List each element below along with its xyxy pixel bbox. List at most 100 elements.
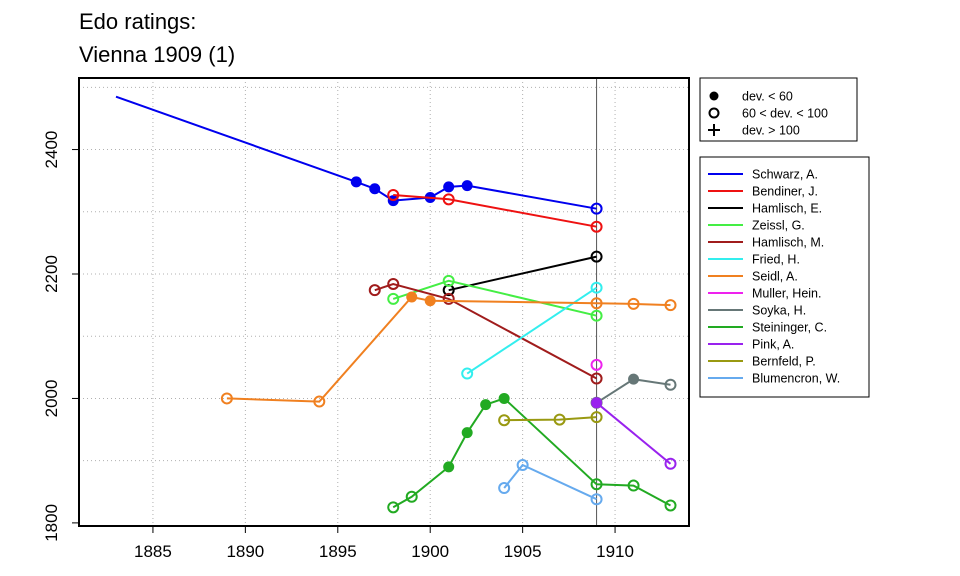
data-point <box>406 291 418 303</box>
legend-entry-label: Hamlisch, M. <box>752 236 824 250</box>
y-tick-label: 2200 <box>42 255 61 293</box>
data-point <box>590 309 603 322</box>
series-line-bendiner-j <box>393 194 597 228</box>
legend-entry-label: Pink, A. <box>752 338 794 352</box>
legend-entry-label: Fried, H. <box>752 253 800 267</box>
marker-legend: dev. < 60 60 < dev. < 100 dev. > 100 <box>699 77 858 142</box>
data-point <box>627 479 640 492</box>
data-point <box>461 367 474 380</box>
series-fried-h <box>461 281 603 380</box>
data-point <box>590 297 603 310</box>
series-line-hamlisch-e <box>448 255 597 292</box>
data-point <box>387 292 400 305</box>
x-tick-label: 1885 <box>134 542 172 561</box>
data-point <box>443 461 455 473</box>
data-point <box>387 501 400 514</box>
series-legend: Schwarz, A. Bendiner, J. Hamlisch, E. Zeiss… <box>699 156 870 398</box>
series-line-hamlisch-m <box>374 282 598 380</box>
x-tick-label: 1900 <box>411 542 449 561</box>
series-group <box>115 95 677 514</box>
data-point <box>590 202 603 215</box>
series-blumencron-w <box>498 459 603 506</box>
marker-legend-box <box>699 77 858 142</box>
x-tick-label: 1910 <box>596 542 634 561</box>
data-point <box>590 281 603 294</box>
legend-entry-label: Hamlisch, E. <box>752 202 822 216</box>
legend-entry-label: Blumencron, W. <box>752 372 840 386</box>
chart-title-line-2: Vienna 1909 (1) <box>79 42 235 67</box>
series-line-zeissl-g <box>392 279 597 317</box>
data-point <box>442 292 455 305</box>
data-point <box>590 372 603 385</box>
series-line-blumencron-w <box>503 463 598 501</box>
y-tick-label: 1800 <box>42 504 61 542</box>
grid <box>79 78 689 526</box>
marker-legend-label: dev. > 100 <box>742 124 800 138</box>
series-steininger-c <box>387 392 677 514</box>
data-point <box>498 414 511 427</box>
series-seidl-a <box>220 291 677 408</box>
data-point <box>628 373 640 385</box>
data-point <box>664 499 677 512</box>
series-soyka-h <box>590 373 677 409</box>
chart-title-line-1: Edo ratings: <box>79 9 196 34</box>
data-point <box>461 180 473 192</box>
series-muller-hein <box>590 358 603 371</box>
series-line-schwarz-a <box>115 95 597 210</box>
data-point <box>442 193 455 206</box>
marker-legend-label: dev. < 60 <box>742 90 793 104</box>
series-bernfeld-p <box>498 411 603 427</box>
data-point <box>627 297 640 310</box>
legend-entry-label: Bendiner, J. <box>752 185 818 199</box>
data-point <box>590 220 603 233</box>
data-point <box>498 392 510 404</box>
series-schwarz-a <box>115 95 603 215</box>
data-point <box>461 427 473 439</box>
series-hamlisch-m <box>368 277 603 385</box>
filled-circle-icon <box>709 91 719 101</box>
data-point <box>664 299 677 312</box>
data-point <box>591 397 603 409</box>
x-tick-label: 1895 <box>319 542 357 561</box>
marker-legend-label: 60 < dev. < 100 <box>742 107 828 121</box>
plot-frame <box>78 77 690 527</box>
axes: 1885 1890 1895 1900 1905 1910 1800 2000 2200 2400 <box>42 77 690 561</box>
x-tick-label: 1905 <box>504 542 542 561</box>
legend-entry-label: Schwarz, A. <box>752 168 818 182</box>
data-point <box>480 399 492 411</box>
open-circle-icon <box>708 107 720 119</box>
data-point <box>553 413 566 426</box>
legend-entry-label: Seidl, A. <box>752 270 798 284</box>
data-point <box>313 395 326 408</box>
y-tick-label: 2400 <box>42 131 61 169</box>
data-point <box>369 183 381 195</box>
legend-entry-label: Zeissl, G. <box>752 219 805 233</box>
data-point <box>442 274 455 287</box>
series-line-steininger-c <box>392 397 671 509</box>
data-point <box>498 482 511 495</box>
legend-entry-label: Soyka, H. <box>752 304 806 318</box>
data-point <box>664 457 677 470</box>
data-point <box>220 392 233 405</box>
series-line-seidl-a <box>226 295 671 403</box>
data-point <box>516 459 529 472</box>
data-point <box>443 181 455 193</box>
data-point <box>590 358 603 371</box>
x-tick-label: 1890 <box>226 542 264 561</box>
legend-entry-label: Muller, Hein. <box>752 287 821 301</box>
data-point <box>664 378 677 391</box>
series-bendiner-j <box>387 188 603 233</box>
data-point <box>590 250 603 263</box>
data-point <box>590 411 603 424</box>
data-point <box>368 284 381 297</box>
legend-entry-label: Steininger, C. <box>752 321 827 335</box>
data-point <box>590 493 603 506</box>
data-point <box>405 490 418 503</box>
series-pink-a <box>591 397 677 470</box>
legend-entry-label: Bernfeld, P. <box>752 355 816 369</box>
data-point <box>590 478 603 491</box>
series-line-pink-a <box>595 402 672 465</box>
data-point <box>387 188 400 201</box>
data-point <box>350 176 362 188</box>
